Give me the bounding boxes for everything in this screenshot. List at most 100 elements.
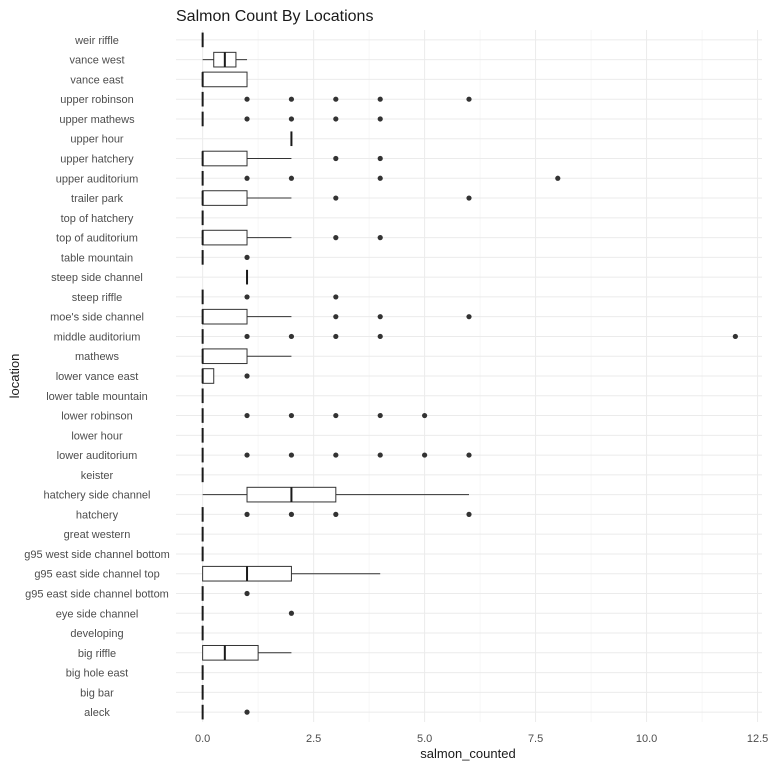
outlier-point: [288, 412, 295, 419]
outlier-point: [288, 333, 295, 340]
outlier-point: [333, 195, 339, 201]
y-tick-label: eye side channel: [56, 608, 139, 620]
x-tick-label: 7.5: [528, 733, 543, 745]
box-34: [201, 704, 250, 720]
grid: [176, 30, 762, 722]
box-27: [202, 565, 381, 582]
outlier-point: [377, 235, 383, 241]
box-7: [201, 170, 561, 186]
box-24: [201, 507, 472, 522]
y-tick-label: moe's side channel: [50, 312, 144, 324]
x-tick-labels: 0.0 2.5 5.0 7.5 10.0 12.5: [195, 733, 768, 745]
box-4: [201, 111, 383, 127]
y-tick-label: upper auditorium: [56, 173, 139, 185]
outlier-point: [244, 96, 250, 102]
y-tick-labels: weir riffle vance west vance east upper rob…: [24, 35, 170, 719]
outlier-point: [244, 175, 250, 181]
outlier-point: [244, 333, 250, 340]
box-10: [201, 229, 383, 246]
box-series: [201, 32, 738, 720]
outlier-point: [333, 155, 339, 162]
x-tick-label: 12.5: [747, 733, 768, 745]
outlier-point: [333, 116, 339, 122]
box-28: [201, 586, 250, 601]
y-tick-label: trailer park: [71, 193, 123, 205]
outlier-point: [333, 412, 339, 419]
y-tick-label: great western: [64, 529, 131, 541]
y-tick-label: aleck: [84, 707, 110, 719]
outlier-point: [244, 709, 250, 715]
outlier-point: [333, 235, 339, 241]
outlier-point: [333, 333, 339, 340]
y-tick-label: vance west: [69, 55, 124, 67]
box-iqr: [202, 150, 248, 167]
y-tick-label: top of auditorium: [56, 233, 138, 245]
outlier-point: [377, 175, 383, 181]
outlier-point: [333, 511, 339, 517]
box-iqr: [202, 644, 259, 661]
outlier-point: [244, 373, 250, 379]
chart-title: Salmon Count By Locations: [176, 8, 373, 25]
y-tick-label: steep side channel: [51, 272, 143, 284]
y-tick-label: g95 west side channel bottom: [24, 549, 170, 561]
box-iqr: [202, 229, 248, 246]
outlier-point: [422, 452, 428, 458]
y-tick-label: upper mathews: [59, 114, 135, 126]
outlier-point: [244, 116, 250, 122]
y-tick-label: steep riffle: [72, 292, 123, 304]
y-tick-label: table mountain: [61, 252, 133, 264]
y-tick-label: lower robinson: [61, 411, 133, 423]
outlier-point: [377, 116, 383, 122]
outlier-point: [244, 511, 250, 517]
box-iqr: [202, 190, 248, 206]
outlier-point: [244, 294, 250, 300]
box-iqr: [202, 368, 215, 384]
box-21: [201, 447, 472, 463]
box-23: [202, 486, 469, 503]
outlier-point: [466, 96, 472, 102]
outlier-point: [377, 333, 383, 340]
outlier-point: [333, 294, 339, 300]
box-iqr: [202, 348, 248, 365]
y-tick-label: g95 east side channel bottom: [25, 588, 169, 600]
outlier-point: [288, 116, 295, 122]
y-tick-label: big bar: [80, 687, 114, 699]
box-6: [201, 150, 383, 167]
outlier-point: [288, 452, 295, 458]
y-tick-label: lower table mountain: [46, 391, 148, 403]
y-tick-label: hatchery side channel: [43, 490, 150, 502]
box-13: [201, 289, 339, 305]
y-tick-label: upper robinson: [60, 94, 133, 106]
outlier-point: [377, 96, 383, 102]
outlier-point: [333, 314, 339, 320]
outlier-point: [466, 452, 472, 458]
y-tick-label: vance east: [70, 74, 123, 86]
outlier-point: [466, 195, 472, 201]
x-tick-label: 2.5: [306, 733, 321, 745]
box-1: [202, 51, 248, 68]
y-tick-label: developing: [70, 628, 123, 640]
outlier-point: [244, 590, 250, 597]
outlier-point: [288, 96, 295, 102]
outlier-point: [732, 333, 738, 340]
box-16: [201, 348, 292, 365]
box-11: [201, 250, 250, 265]
outlier-point: [377, 412, 383, 419]
y-tick-label: weir riffle: [74, 35, 119, 47]
y-tick-label: keister: [81, 470, 114, 482]
y-axis-label: location: [7, 354, 22, 399]
y-tick-label: lower hour: [71, 430, 123, 442]
outlier-point: [288, 175, 295, 181]
box-2: [201, 71, 248, 88]
outlier-point: [244, 412, 250, 419]
box-29: [201, 605, 295, 621]
outlier-point: [244, 254, 250, 260]
y-tick-label: big riffle: [78, 648, 116, 660]
outlier-point: [377, 155, 383, 162]
outlier-point: [377, 452, 383, 458]
outlier-point: [466, 314, 472, 320]
box-8: [201, 190, 472, 206]
x-axis-label: salmon_counted: [420, 746, 515, 761]
box-19: [201, 408, 428, 423]
outlier-point: [244, 452, 250, 458]
